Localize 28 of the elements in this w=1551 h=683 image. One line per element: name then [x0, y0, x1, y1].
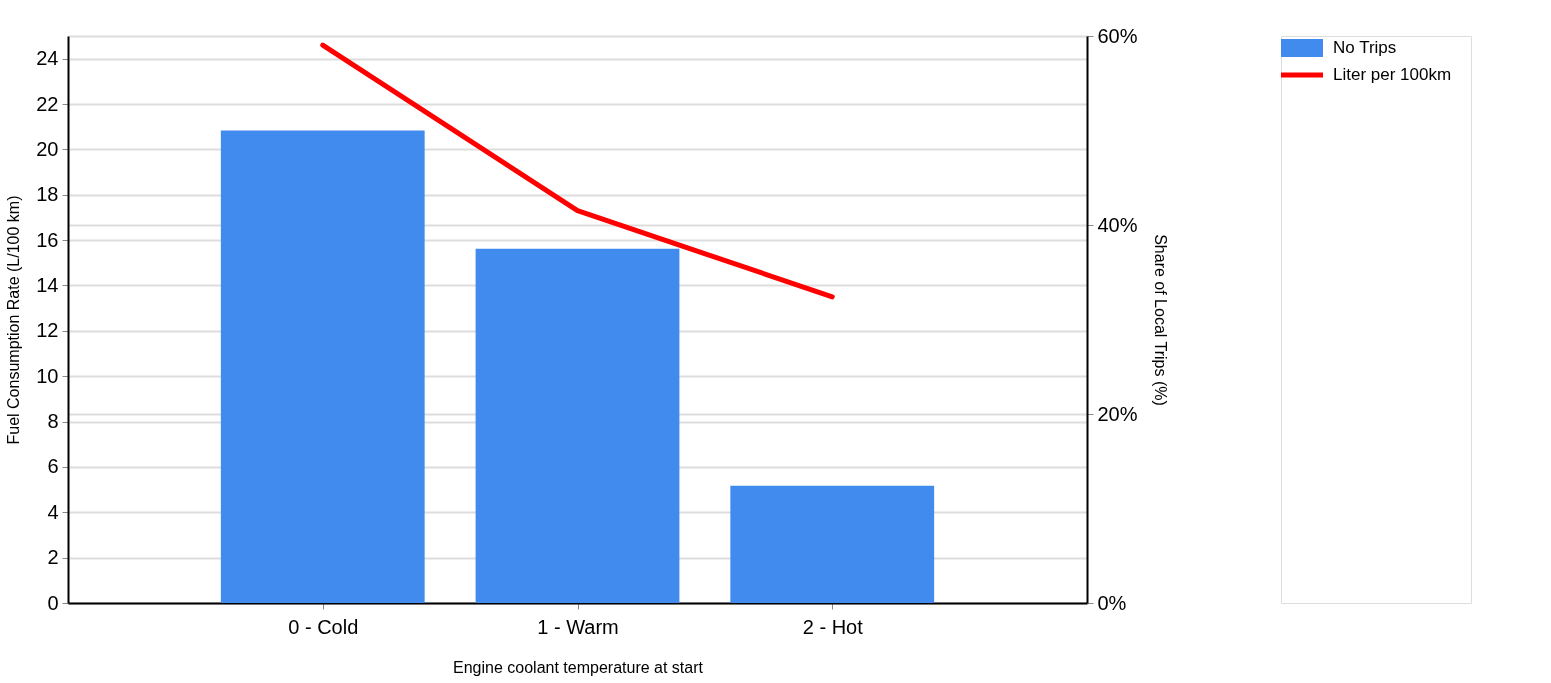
legend-label: Liter per 100km: [1333, 65, 1452, 84]
y-axis-title: Fuel Consumption Rate (L/100 km): [5, 195, 23, 445]
y-tick-label: 6: [47, 455, 59, 478]
bar: [220, 130, 425, 603]
y2-tick-label: 0%: [1097, 591, 1127, 614]
y-tick-label: 10: [36, 364, 59, 387]
y-tick-label: 2: [47, 546, 59, 569]
y-tick-label: 4: [47, 500, 59, 523]
y2-tick-label: 20%: [1097, 402, 1138, 425]
y2-axis-title: Share of Local Trips (%): [1151, 234, 1169, 406]
y-tick-label: 24: [36, 47, 59, 70]
y-tick-label: 22: [36, 92, 59, 115]
x-tick-label: 2 - Hot: [802, 615, 864, 638]
y-tick-label: 14: [36, 273, 59, 296]
bar: [730, 485, 935, 603]
y2-tick-label: 40%: [1097, 213, 1138, 236]
legend-label: No Trips: [1333, 38, 1397, 57]
y-tick-label: 18: [36, 183, 59, 206]
y-tick-label: 16: [36, 228, 59, 251]
x-tick-label: 0 - Cold: [288, 615, 359, 638]
y2-tick-label: 60%: [1097, 24, 1138, 47]
x-tick-label: 1 - Warm: [537, 615, 619, 638]
y-tick-label: 8: [47, 410, 59, 433]
bar: [475, 248, 680, 603]
x-axis-title: Engine coolant temperature at start: [453, 658, 704, 676]
y-tick-label: 20: [36, 137, 59, 160]
y-tick-label: 0: [47, 591, 59, 614]
y-tick-label: 12: [36, 319, 59, 342]
